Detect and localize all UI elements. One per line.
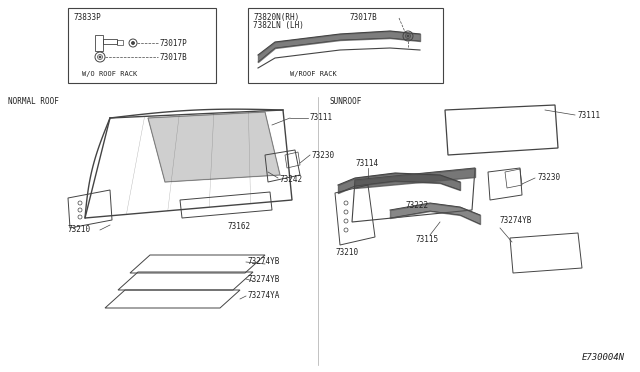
- Text: 73017P: 73017P: [160, 38, 188, 48]
- Text: 73210: 73210: [335, 248, 358, 257]
- Text: 73017B: 73017B: [160, 52, 188, 61]
- Polygon shape: [148, 112, 280, 182]
- Text: W/O ROOF RACK: W/O ROOF RACK: [82, 71, 137, 77]
- Text: 7382LN (LH): 7382LN (LH): [253, 21, 304, 30]
- Text: 73274YA: 73274YA: [248, 292, 280, 301]
- Text: 73230: 73230: [312, 151, 335, 160]
- Text: 73274YB: 73274YB: [248, 257, 280, 266]
- Text: 73274YB: 73274YB: [500, 216, 532, 225]
- Text: 73111: 73111: [310, 113, 333, 122]
- Text: NORMAL ROOF: NORMAL ROOF: [8, 97, 59, 106]
- Bar: [248, 8, 443, 83]
- Text: 73833P: 73833P: [73, 13, 100, 22]
- Text: 73230: 73230: [537, 173, 560, 183]
- Text: 73274YB: 73274YB: [248, 275, 280, 283]
- Circle shape: [99, 56, 101, 58]
- Text: 73114: 73114: [355, 159, 378, 168]
- Text: 73111: 73111: [577, 110, 600, 119]
- Text: 73242: 73242: [280, 175, 303, 184]
- Text: E730004N: E730004N: [582, 353, 625, 362]
- Circle shape: [131, 42, 134, 45]
- Text: 73115: 73115: [415, 235, 438, 244]
- Text: 73820N(RH): 73820N(RH): [253, 13, 300, 22]
- Text: 73210: 73210: [68, 225, 91, 234]
- Circle shape: [407, 35, 409, 37]
- Text: W/ROOF RACK: W/ROOF RACK: [290, 71, 337, 77]
- Text: 73162: 73162: [228, 222, 251, 231]
- Bar: [68, 8, 216, 83]
- Text: SUNROOF: SUNROOF: [330, 97, 362, 106]
- Text: 73222: 73222: [405, 201, 428, 209]
- Text: 73017B: 73017B: [350, 13, 378, 22]
